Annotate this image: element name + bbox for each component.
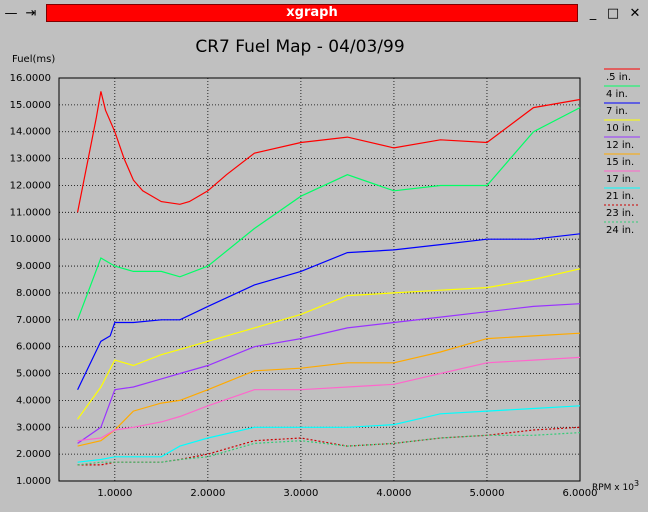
y-tick-label: 6.0000 [16, 342, 51, 353]
x-tick-label: 3.0000 [283, 488, 318, 499]
legend-label: .5 in. [606, 72, 631, 83]
series-line [77, 268, 581, 420]
x-axis-label-exponent: 3 [634, 479, 639, 488]
y-tick-label: 8.0000 [16, 288, 51, 299]
plot-frame [58, 77, 581, 482]
legend-label: 10 in. [606, 123, 634, 134]
chart-title: CR7 Fuel Map - 04/03/99 [195, 37, 404, 57]
maximize-icon[interactable]: □ [606, 6, 620, 21]
y-tick-label: 2.0000 [16, 449, 51, 460]
y-tick-label: 1.0000 [16, 476, 51, 487]
series-line [77, 356, 581, 442]
y-axis-label: Fuel(ms) [12, 54, 55, 65]
x-tick-label: 6.0000 [563, 488, 598, 499]
y-tick-label: 5.0000 [16, 369, 51, 380]
y-tick-label: 11.0000 [10, 207, 51, 218]
y-tick-label: 13.0000 [10, 154, 51, 165]
y-tick-label: 4.0000 [16, 395, 51, 406]
legend-label: 7 in. [606, 106, 628, 117]
series-line [77, 332, 581, 447]
pin-icon[interactable]: ⇥ [25, 6, 37, 21]
grid [58, 77, 581, 482]
series-lines [77, 91, 581, 466]
minimize-icon[interactable]: _ [589, 6, 597, 21]
x-axis-label-text: RPM x 10 [592, 483, 634, 493]
y-tick-label: 12.0000 [10, 180, 51, 191]
series-line [77, 107, 581, 321]
fuel-map-chart: CR7 Fuel Map - 04/03/99 Fuel(ms) 1.0000 2… [10, 37, 640, 499]
series-line [77, 426, 581, 466]
window-title[interactable]: xgraph [46, 4, 578, 22]
legend-label: 23 in. [606, 208, 634, 219]
y-tick-labels: 1.0000 2.0000 3.0000 4.0000 5.0000 6.0000 7.00… [10, 73, 51, 487]
legend: .5 in. 4 in. 7 in. 10 in. 12 in. 15 in. 17 in.… [604, 68, 640, 236]
y-tick-label: 16.0000 [10, 73, 51, 84]
legend-label: 17 in. [606, 174, 634, 185]
title-bar[interactable]: — ⇥ xgraph _ □ ✕ [0, 0, 648, 28]
x-tick-labels: 1.0000 2.0000 3.0000 4.0000 5.0000 6.0000 [97, 488, 597, 499]
window-menu-icon[interactable]: — [4, 6, 18, 21]
x-tick-label: 1.0000 [97, 488, 132, 499]
x-tick-label: 2.0000 [190, 488, 225, 499]
series-line [77, 432, 581, 466]
legend-label: 21 in. [606, 191, 634, 202]
y-tick-label: 15.0000 [10, 100, 51, 111]
y-tick-label: 10.0000 [10, 234, 51, 245]
y-tick-label: 7.0000 [16, 315, 51, 326]
x-tick-label: 5.0000 [469, 488, 504, 499]
series-line [77, 303, 581, 444]
series-line [77, 405, 581, 463]
legend-label: 15 in. [606, 157, 634, 168]
x-tick-label: 4.0000 [376, 488, 411, 499]
y-tick-label: 9.0000 [16, 261, 51, 272]
y-tick-label: 14.0000 [10, 127, 51, 138]
plot-area: CR7 Fuel Map - 04/03/99 Fuel(ms) 1.0000 2… [0, 28, 648, 508]
x-axis-label: RPM x 103 [592, 479, 639, 493]
y-tick-label: 3.0000 [16, 422, 51, 433]
legend-label: 12 in. [606, 140, 634, 151]
close-icon[interactable]: ✕ [629, 6, 641, 21]
series-line [77, 233, 581, 390]
legend-label: 24 in. [606, 225, 634, 236]
series-line [77, 91, 581, 213]
legend-label: 4 in. [606, 89, 628, 100]
